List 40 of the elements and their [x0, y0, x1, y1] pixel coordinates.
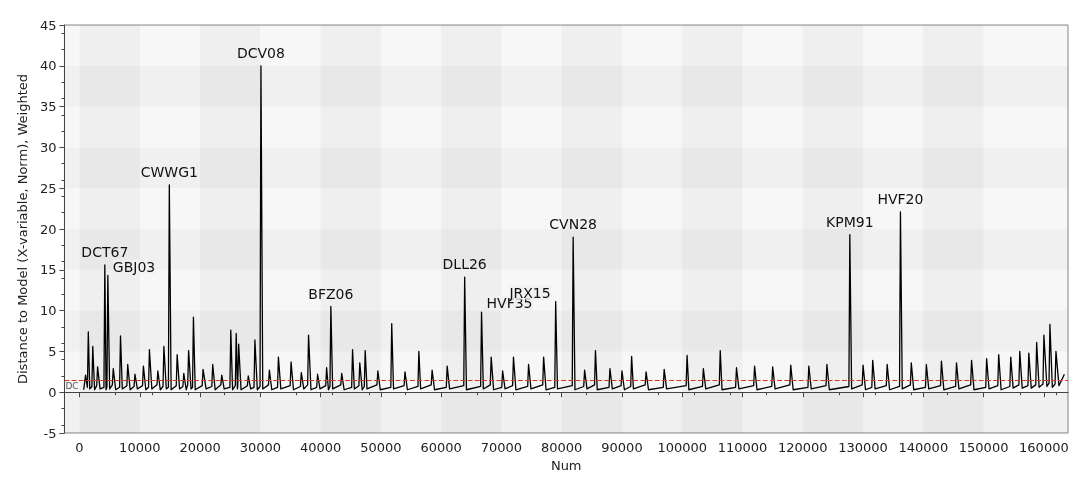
x-tick-label: 60000	[420, 440, 462, 455]
annotation: CWWG1	[140, 163, 198, 180]
x-axis-title: Num	[550, 458, 582, 473]
y-tick-label: 5	[48, 343, 57, 359]
x-tick-label: 0	[75, 440, 84, 455]
x-tick-label: 70000	[480, 440, 523, 455]
annotation: DCV08	[236, 44, 285, 61]
annotation: DCT67	[81, 243, 129, 260]
y-tick-label: 10	[39, 303, 57, 319]
annotation: KPM91	[826, 213, 874, 230]
annotation: CVN28	[549, 216, 597, 233]
y-tick-label: 20	[39, 221, 57, 237]
x-tick-label: 100000	[657, 440, 708, 455]
x-tick-label: 90000	[601, 440, 643, 455]
x-tick-label: 150000	[958, 440, 1009, 455]
ref-line-label: DC	[65, 380, 79, 391]
x-tick-label: 140000	[898, 440, 949, 455]
annotation: BFZ06	[308, 285, 354, 302]
y-axis-title: Distance to Model (X-variable, Norm), Weighted	[15, 73, 30, 385]
annotation: DLL26	[442, 256, 487, 273]
y-tick-label: 45	[39, 17, 57, 33]
y-tick-label: 40	[39, 58, 57, 74]
x-tick-label: 160000	[1019, 440, 1069, 455]
x-tick-label: 40000	[299, 440, 342, 455]
annotation: GBJ03	[112, 258, 156, 275]
x-tick-label: 80000	[541, 440, 583, 455]
x-tick-label: 130000	[838, 440, 888, 455]
x-tick-label: 10000	[119, 440, 161, 455]
y-tick-label: 15	[39, 262, 57, 278]
y-tick-label: 0	[48, 384, 57, 400]
annotation: HVF20	[877, 190, 924, 207]
y-tick-label: 25	[39, 180, 57, 196]
y-tick-label: 30	[39, 139, 57, 155]
x-tick-label: 120000	[777, 440, 828, 455]
x-tick-label: 110000	[717, 440, 768, 455]
x-tick-label: 30000	[239, 440, 282, 455]
y-tick-label: 35	[39, 99, 57, 115]
x-tick-label: 50000	[360, 440, 402, 455]
x-tick-label: 20000	[179, 440, 221, 455]
y-tick-label: -5	[43, 425, 57, 441]
